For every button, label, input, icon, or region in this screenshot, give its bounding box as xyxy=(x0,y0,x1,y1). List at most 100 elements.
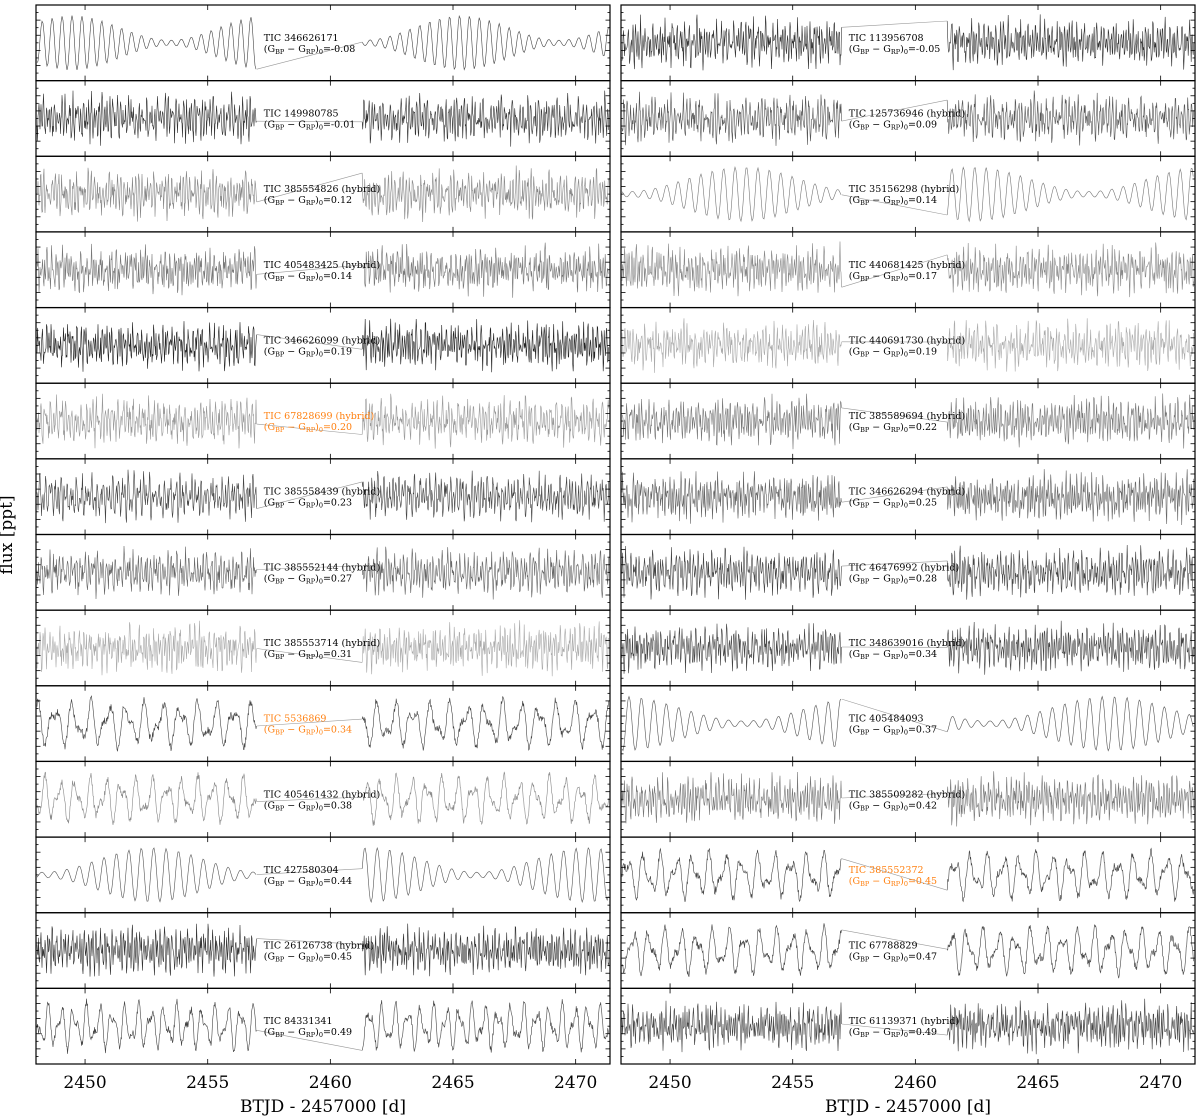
star-label: TIC 440691730 (hybrid) xyxy=(849,335,965,346)
star-label: TIC 35156298 (hybrid) xyxy=(849,184,959,195)
color-index-part: BP xyxy=(275,729,285,737)
color-index-part: = xyxy=(908,649,916,660)
color-index-part: = xyxy=(908,44,916,55)
light-curve xyxy=(621,393,842,450)
color-index-part: BP xyxy=(860,577,870,585)
color-index-part: 0 xyxy=(904,275,908,283)
color-index-part: BP xyxy=(860,426,870,434)
gap-connector xyxy=(841,698,948,733)
color-index-part: RP xyxy=(891,880,901,888)
light-curve xyxy=(946,318,1194,372)
gap-connector xyxy=(256,565,363,570)
light-curve xyxy=(361,546,609,600)
star-label: TIC 405483425 (hybrid) xyxy=(264,260,380,271)
color-index-part: − G xyxy=(869,725,891,736)
color-index: (GBP − GRP)0=-0.05 xyxy=(849,44,941,56)
color-index-part: − G xyxy=(284,649,306,660)
color-index-part: = xyxy=(908,952,916,963)
color-index-part: BP xyxy=(275,956,285,964)
color-index-part: (G xyxy=(849,498,860,509)
color-index-part: = xyxy=(323,952,331,963)
color-index-part: (G xyxy=(264,876,275,887)
color-index-part: = xyxy=(908,119,916,130)
color-index: (GBP − GRP)0=0.19 xyxy=(849,346,937,358)
color-index-part: = xyxy=(323,195,331,206)
color-index-part: 0 xyxy=(904,48,908,56)
x-tick-label: 2455 xyxy=(771,1073,814,1093)
gap-connector xyxy=(841,486,948,503)
color-index-part: RP xyxy=(891,956,901,964)
light-curve xyxy=(621,1000,842,1053)
x-tick-label: 2465 xyxy=(1016,1073,1059,1093)
gap-connector xyxy=(256,264,363,275)
color-index: (GBP − GRP)0=0.34 xyxy=(849,649,937,661)
light-curve xyxy=(36,545,257,600)
star-label: TIC 26126738 (hybrid) xyxy=(264,941,374,952)
light-curve xyxy=(946,771,1194,827)
color-index-value: 0.34 xyxy=(331,725,352,736)
light-curve xyxy=(36,620,257,676)
light-curve xyxy=(361,393,609,449)
gap-connector xyxy=(256,796,363,802)
color-index-part: 0 xyxy=(319,426,323,434)
color-index-value: 0.38 xyxy=(331,800,352,811)
color-index: (GBP − GRP)0=0.23 xyxy=(264,498,352,510)
star-label: TIC 348639016 (hybrid) xyxy=(849,638,965,649)
x-tick-label: 2460 xyxy=(309,1073,352,1093)
x-tick-label: 2450 xyxy=(63,1073,106,1093)
color-index-value: 0.19 xyxy=(916,346,937,357)
gap-connector xyxy=(841,929,948,950)
color-index-part: (G xyxy=(849,44,860,55)
gap-connector xyxy=(256,481,363,509)
color-index-part: RP xyxy=(891,502,901,510)
color-index-part: BP xyxy=(275,123,285,131)
color-index-part: BP xyxy=(860,1031,870,1039)
light-curve xyxy=(946,620,1194,675)
color-index-part: 0 xyxy=(904,729,908,737)
gap-connector xyxy=(841,254,948,288)
color-index-part: 0 xyxy=(904,804,908,812)
light-curve xyxy=(621,623,842,674)
color-index-part: 0 xyxy=(904,1031,908,1039)
gap-connector xyxy=(841,858,948,891)
color-index-part: RP xyxy=(306,350,316,358)
gap-connector xyxy=(256,41,363,70)
color-index-part: 0 xyxy=(319,48,323,56)
star-label: TIC 84331341 xyxy=(264,1016,333,1027)
color-index-part: RP xyxy=(306,199,316,207)
star-label: TIC 46476992 (hybrid) xyxy=(849,562,959,573)
color-index-part: ) xyxy=(900,725,904,736)
color-index-part: RP xyxy=(891,804,901,812)
color-index-part: ) xyxy=(900,800,904,811)
light-curve xyxy=(621,166,842,223)
color-index-part: BP xyxy=(860,502,870,510)
light-curve xyxy=(361,90,609,147)
star-label: TIC 113956708 xyxy=(849,33,924,44)
light-curve xyxy=(36,695,257,752)
color-index-part: BP xyxy=(275,880,285,888)
color-index-part: ) xyxy=(900,271,904,282)
color-index-value: 0.27 xyxy=(331,573,352,584)
color-index: (GBP − GRP)0=0.45 xyxy=(264,952,352,964)
color-index-part: (G xyxy=(264,422,275,433)
color-index-part: − G xyxy=(284,119,306,130)
color-index-part: (G xyxy=(849,422,860,433)
color-index-part: ) xyxy=(900,876,904,887)
star-label: TIC 440681425 (hybrid) xyxy=(849,260,965,271)
star-label: TIC 125736946 (hybrid) xyxy=(849,108,965,119)
color-index: (GBP − GRP)0=0.49 xyxy=(264,1027,352,1039)
color-index-part: − G xyxy=(869,800,891,811)
color-index-part: 0 xyxy=(904,502,908,510)
light-curve xyxy=(621,545,842,600)
color-index-part: RP xyxy=(891,426,901,434)
color-index-part: RP xyxy=(891,48,901,56)
color-index-part: BP xyxy=(860,729,870,737)
color-index-part: 0 xyxy=(319,275,323,283)
color-index-part: ) xyxy=(900,346,904,357)
light-curve xyxy=(361,771,609,826)
color-index-part: RP xyxy=(306,1031,316,1039)
color-index-part: RP xyxy=(891,275,901,283)
color-index-value: 0.31 xyxy=(331,649,352,660)
light-curve xyxy=(361,620,609,677)
gap-connector xyxy=(841,560,948,567)
